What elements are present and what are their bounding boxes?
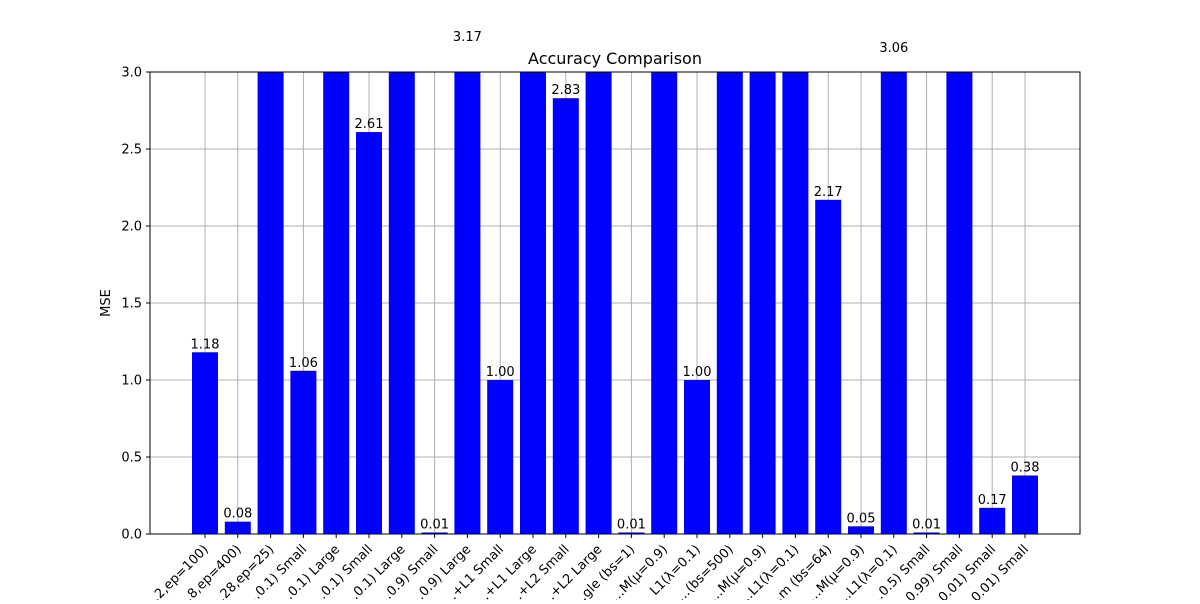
value-label: 3.06 xyxy=(879,41,908,56)
bar xyxy=(946,72,973,534)
value-label: 0.08 xyxy=(223,507,252,522)
value-label: 2.61 xyxy=(355,117,384,132)
value-label: 1.00 xyxy=(486,365,515,380)
bar xyxy=(356,132,382,534)
value-label: 1.18 xyxy=(191,337,220,352)
y-tick-label: 0.0 xyxy=(121,528,142,543)
y-tick-label: 1.5 xyxy=(121,297,142,312)
bar xyxy=(749,72,776,534)
bar xyxy=(257,72,284,534)
bar xyxy=(815,199,842,534)
value-label: 0.17 xyxy=(978,493,1007,508)
bar xyxy=(848,526,874,534)
value-label: 1.00 xyxy=(683,365,712,380)
y-axis-label: MSE xyxy=(99,289,114,317)
y-tick-label: 0.5 xyxy=(121,451,142,466)
value-label: 0.01 xyxy=(617,517,646,532)
value-label: 0.38 xyxy=(1011,460,1040,475)
value-label: 0.01 xyxy=(912,517,941,532)
value-labels: 1.18 0.08 1.06 2.61 0.01 3.17 1.00 2.83 0.01 1.00… xyxy=(191,30,1040,532)
value-label: 0.05 xyxy=(847,511,876,526)
bar xyxy=(716,72,743,534)
y-tick-label: 2.5 xyxy=(121,143,142,158)
bar xyxy=(782,72,809,534)
grid xyxy=(150,71,1080,535)
plot-frame xyxy=(149,71,1081,535)
bar xyxy=(880,72,907,534)
bar xyxy=(290,370,317,534)
bar xyxy=(1012,475,1038,534)
value-label: 0.01 xyxy=(420,517,449,532)
bar xyxy=(684,380,710,534)
bar xyxy=(618,532,645,534)
x-axis-ticks: …2,ep=100)…8,ep=400)…28,ep=25)…0.1) Smal… xyxy=(143,534,1032,604)
value-label: 2.83 xyxy=(551,83,580,98)
bar xyxy=(651,72,678,534)
bars xyxy=(192,72,1038,535)
bar xyxy=(192,352,218,534)
y-axis-ticks: 0.0 0.5 1.0 1.5 2.0 2.5 3.0 xyxy=(121,66,150,543)
bar xyxy=(454,72,481,534)
bar xyxy=(979,507,1006,534)
bar xyxy=(585,72,612,534)
bar xyxy=(487,380,514,534)
bar xyxy=(224,521,251,534)
bar xyxy=(552,98,579,535)
value-label: 3.17 xyxy=(453,30,482,45)
y-tick-label: 1.0 xyxy=(121,374,142,389)
bar xyxy=(421,532,448,534)
bar xyxy=(323,72,350,534)
value-label: 2.17 xyxy=(814,185,843,200)
bar xyxy=(520,72,546,534)
bar xyxy=(913,532,940,534)
chart-title: Accuracy Comparison xyxy=(528,49,702,68)
value-label: 1.06 xyxy=(289,356,318,371)
bar xyxy=(388,72,415,534)
y-tick-label: 3.0 xyxy=(121,66,142,81)
y-tick-label: 2.0 xyxy=(121,220,142,235)
